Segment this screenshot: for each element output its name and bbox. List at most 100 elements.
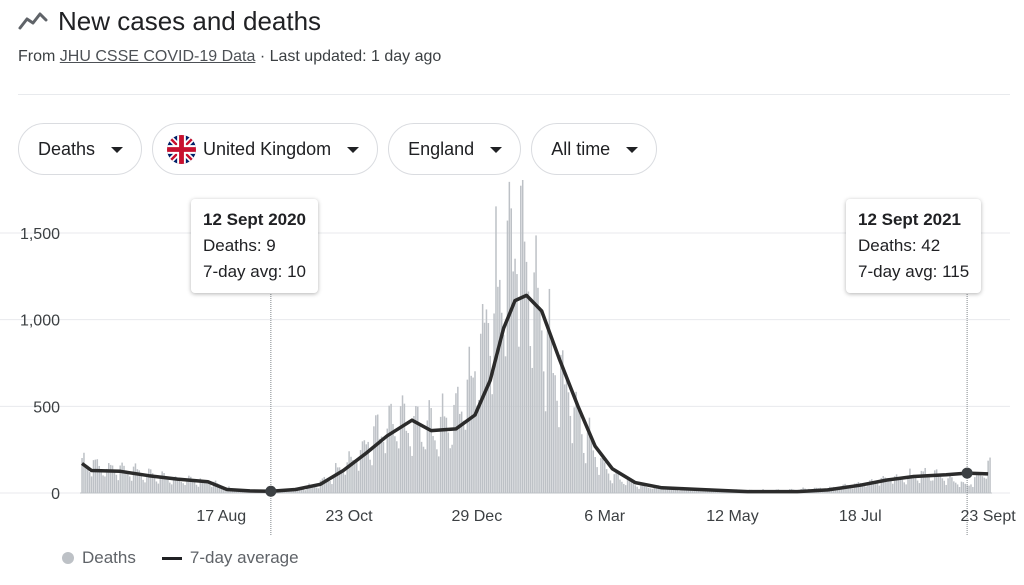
bar (533, 272, 535, 493)
bar (155, 481, 158, 493)
bar (554, 375, 556, 493)
bar (624, 485, 627, 493)
bar (291, 491, 293, 493)
bar (434, 440, 436, 493)
bar (98, 465, 100, 493)
bar (441, 393, 444, 493)
chevron-down-icon (626, 147, 639, 153)
bar (689, 489, 692, 493)
bar (562, 350, 564, 493)
bar (859, 482, 862, 493)
bar (159, 477, 162, 493)
chevron-down-icon (347, 147, 360, 153)
chart-header: New cases and deaths From JHU CSSE COVID… (18, 4, 1008, 66)
bar (331, 484, 333, 493)
bar (989, 457, 991, 493)
region-dropdown[interactable]: England (388, 123, 522, 175)
bar (972, 486, 974, 493)
bar (237, 490, 240, 493)
bar (195, 484, 198, 493)
bar (357, 470, 360, 493)
bar (453, 404, 455, 493)
bar (705, 490, 707, 493)
bar (176, 477, 179, 493)
bar (203, 480, 205, 493)
bar (632, 483, 635, 493)
x-tick-label: 23 Sept (961, 508, 1017, 525)
bar (916, 480, 919, 493)
bar (396, 441, 398, 493)
tooltip-average: 7-day avg: 115 (858, 262, 970, 281)
bar (621, 481, 623, 493)
bar (657, 485, 659, 493)
bar (962, 482, 965, 493)
bar (602, 457, 604, 493)
time-range-dropdown[interactable]: All time (531, 123, 658, 175)
bar (603, 462, 606, 493)
bar (134, 463, 137, 493)
deaths-chart[interactable]: 0 500 1,000 1,500 17 Aug 23 Oct 29 Dec 6 Mar 12 … (0, 180, 1024, 540)
bar (167, 478, 169, 493)
bar (846, 485, 848, 493)
bar (302, 489, 305, 493)
source-prefix: From (18, 48, 60, 65)
bar (476, 405, 478, 493)
bar (977, 473, 980, 493)
bar (407, 432, 409, 493)
bar (865, 486, 867, 493)
bar (598, 474, 600, 493)
last-updated: · Last updated: 1 day ago (255, 48, 442, 65)
bar (882, 476, 884, 493)
page-title: New cases and deaths (58, 5, 322, 36)
bar (394, 436, 396, 493)
bar (855, 483, 858, 493)
bar (655, 485, 657, 493)
bar (161, 471, 163, 493)
bar (310, 485, 312, 493)
bar (903, 482, 905, 493)
highlight-point (265, 485, 277, 497)
bar (594, 457, 596, 493)
bar (113, 471, 116, 493)
bar (605, 469, 608, 493)
bar (335, 463, 337, 493)
bar (872, 481, 875, 493)
bar (344, 474, 347, 493)
bar (611, 483, 614, 493)
bar (184, 485, 186, 493)
source-link[interactable]: JHU CSSE COVID-19 Data (59, 48, 256, 65)
bar (979, 475, 982, 493)
y-tick-label: 500 (33, 399, 60, 416)
bar (577, 407, 579, 493)
bar (579, 410, 581, 493)
bar (869, 480, 871, 493)
metric-dropdown[interactable]: Deaths (18, 123, 143, 175)
bar (367, 441, 369, 493)
header-divider (18, 94, 1010, 95)
bar (550, 339, 553, 493)
bar (607, 473, 610, 493)
bar (626, 480, 629, 493)
bar (491, 394, 493, 493)
bar (701, 489, 703, 493)
chevron-down-icon (490, 147, 503, 153)
bar (668, 486, 671, 493)
bar (569, 415, 572, 493)
bar (890, 480, 892, 493)
bar (945, 484, 947, 493)
bar (518, 346, 520, 493)
bar (912, 474, 915, 493)
bar (836, 488, 839, 493)
bar (863, 485, 865, 493)
bar (909, 468, 911, 493)
bar (619, 479, 621, 493)
bar (455, 393, 457, 493)
bar (121, 462, 123, 493)
bar (109, 464, 112, 493)
bar (939, 475, 942, 493)
bar (552, 373, 554, 493)
bar (848, 486, 850, 493)
bar (312, 485, 314, 493)
country-dropdown[interactable]: United Kingdom (152, 123, 379, 175)
bar (951, 477, 953, 493)
